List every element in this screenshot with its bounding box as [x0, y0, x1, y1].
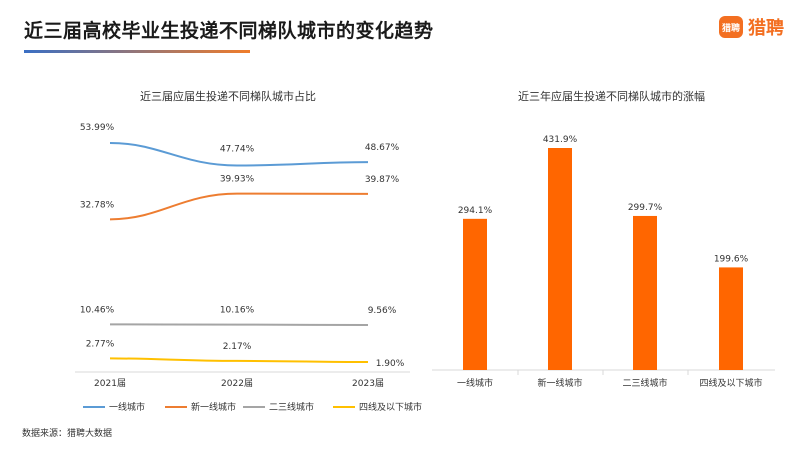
bar: [633, 215, 657, 370]
data-label: 10.46%: [80, 305, 115, 315]
bar-value-label: 294.1%: [458, 206, 493, 216]
bar: [463, 218, 487, 370]
data-label: 48.67%: [365, 143, 400, 153]
line-chart-title: 近三届应届生投递不同梯队城市占比: [140, 90, 316, 103]
data-label: 9.56%: [368, 306, 397, 316]
logo: 猎聘 猎聘: [719, 14, 784, 40]
x-tick-label: 2022届: [221, 378, 253, 389]
data-label: 53.99%: [80, 123, 115, 133]
page-title: 近三届高校毕业生投递不同梯队城市的变化趋势: [24, 20, 434, 42]
legend-label: 新一线城市: [191, 401, 236, 413]
series-line-4: [109, 357, 369, 363]
x-tick-label: 四线及以下城市: [699, 377, 762, 389]
bar-chart: 294.1% 一线城市 431.9% 新一线城市 299.7% 二三线城市 199.6% 四线…: [432, 135, 775, 389]
legend-label: 二三线城市: [269, 401, 314, 413]
bar: [719, 267, 743, 370]
data-label: 10.16%: [220, 306, 255, 316]
series-line-3: [109, 323, 369, 326]
data-label: 39.87%: [365, 175, 400, 185]
logo-icon: 猎聘: [719, 16, 743, 38]
logo-text: 猎聘: [748, 18, 784, 39]
x-tick-label: 新一线城市: [537, 377, 582, 389]
line-chart: 53.99% 47.74% 48.67% 32.78% 39.93% 39.87% 10.4…: [75, 123, 422, 413]
bar-chart-title: 近三年应届生投递不同梯队城市的涨幅: [518, 90, 705, 103]
x-tick-label: 2023届: [352, 378, 384, 389]
series-line-2: [109, 192, 369, 221]
bar: [548, 148, 572, 370]
data-label: 47.74%: [220, 145, 255, 155]
bar-value-label: 431.9%: [543, 135, 578, 145]
data-label: 39.93%: [220, 175, 255, 185]
bar-value-label: 199.6%: [714, 254, 749, 264]
x-tick-label: 二三线城市: [622, 377, 667, 389]
x-tick-label: 一线城市: [457, 377, 493, 389]
legend-label: 一线城市: [109, 401, 145, 413]
data-label: 32.78%: [80, 200, 115, 210]
x-tick-label: 2021届: [94, 378, 126, 389]
series-line-1: [109, 142, 369, 167]
data-source-note: 数据来源：猎聘大数据: [22, 429, 113, 439]
bar-value-label: 299.7%: [628, 203, 663, 213]
legend-label: 四线及以下城市: [359, 401, 422, 413]
data-label: 2.77%: [86, 339, 115, 349]
data-label: 2.17%: [223, 342, 252, 352]
data-label: 1.90%: [376, 359, 405, 369]
title-underline: [24, 50, 250, 53]
